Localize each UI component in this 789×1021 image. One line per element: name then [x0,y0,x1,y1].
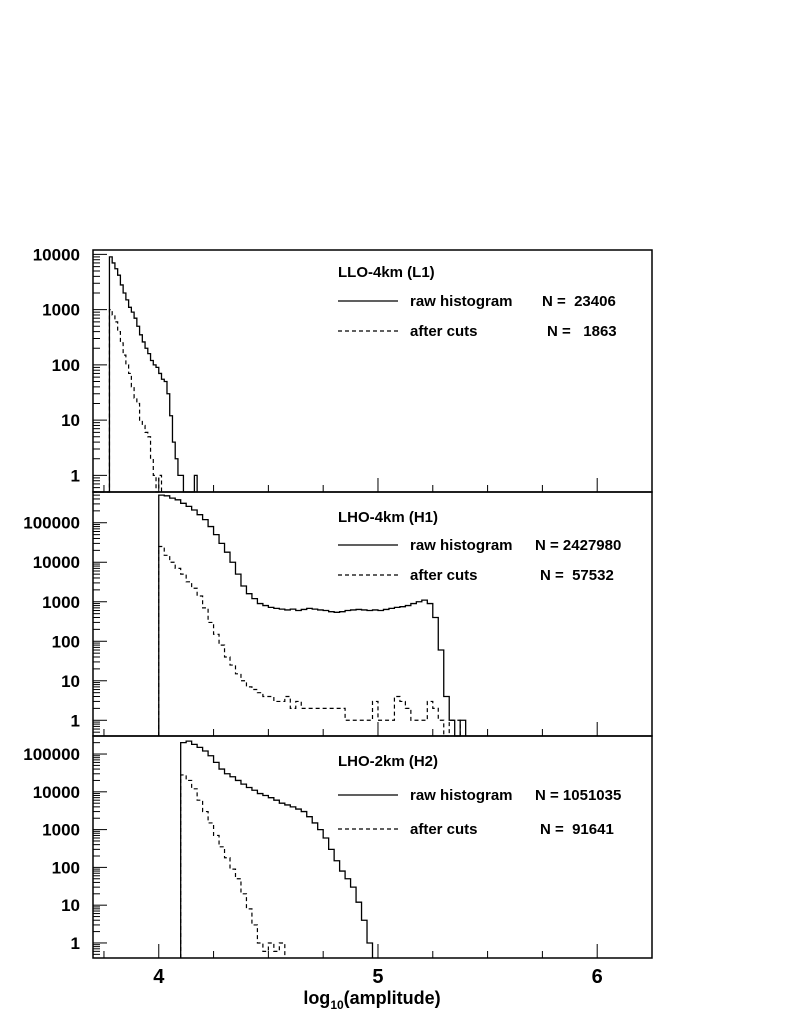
legend-label-cut: after cuts [410,821,478,838]
legend-count-cut: N = 91641 [540,821,614,838]
x-axis-ticks [103,944,653,958]
x-axis-ticks [103,722,653,736]
legend-count-raw: N = 1051035 [535,787,621,804]
y-tick-label: 10000 [33,245,80,264]
panel-title: LHO-2km (H2) [338,753,438,770]
panel-lho-4km: 1 10 100 1000 10000 100000 LHO-4km (H1) raw h… [23,491,653,737]
panel-lho-2km: 1 10 100 1000 10000 100000 LHO-2km (H2) raw h… [23,735,653,959]
y-tick-label: 1000 [42,821,80,840]
legend-label-raw: raw histogram [410,537,513,554]
legend-count-cut: N = 57532 [540,567,614,584]
x-axis-title: log10(amplitude) [303,988,440,1012]
legend-count-raw: N = 23406 [542,293,616,310]
y-tick-label: 10 [61,896,80,915]
legend-label-cut: after cuts [410,323,478,340]
y-tick-label: 10 [61,672,80,691]
legend: LLO-4km (L1) raw histogram N = 23406 aft… [338,264,617,340]
series-raw-histogram [93,256,198,493]
series-raw-histogram [158,494,467,737]
series-raw-histogram [180,740,374,958]
panel-llo-4km: 1 10 100 1000 10000 LLO-4km (L1) raw histogr… [33,245,653,493]
legend-count-raw: N = 2427980 [535,537,621,554]
x-axis-ticks [103,478,653,492]
legend-label-cut: after cuts [410,567,478,584]
plot-frame [92,249,653,493]
y-tick-label: 10000 [33,783,80,802]
x-tick-label: 5 [372,966,383,988]
series-after-cuts [180,774,286,958]
y-axis: 1 10 100 1000 10000 [33,245,107,493]
y-tick-label: 100000 [23,745,80,764]
x-tick-label: 4 [153,966,165,988]
x-tick-label: 6 [592,966,603,988]
y-tick-label: 100000 [23,514,80,533]
y-axis: 1 10 100 1000 10000 100000 [23,491,107,737]
y-tick-label: 100 [52,632,80,651]
series-after-cuts [93,309,163,493]
panel-title: LLO-4km (L1) [338,264,435,281]
y-tick-label: 1000 [42,301,80,320]
y-axis: 1 10 100 1000 10000 100000 [23,735,107,959]
y-tick-label: 10 [61,411,80,430]
y-tick-label: 1 [71,711,80,730]
legend-count-cut: N = 1863 [547,323,617,340]
x-tick-labels: 4 5 6 [153,966,603,988]
y-tick-label: 1 [71,934,80,953]
legend-label-raw: raw histogram [410,787,513,804]
legend-label-raw: raw histogram [410,293,513,310]
y-tick-label: 100 [52,356,80,375]
y-tick-label: 1 [71,466,80,485]
y-tick-label: 100 [52,858,80,877]
y-tick-label: 10000 [33,553,80,572]
y-tick-label: 1000 [42,593,80,612]
series-after-cuts [158,545,461,737]
legend: LHO-4km (H1) raw histogram N = 2427980 a… [338,509,621,584]
plot-frame [92,491,653,737]
panel-title: LHO-4km (H1) [338,509,438,526]
legend: LHO-2km (H2) raw histogram N = 1051035 a… [338,753,621,838]
